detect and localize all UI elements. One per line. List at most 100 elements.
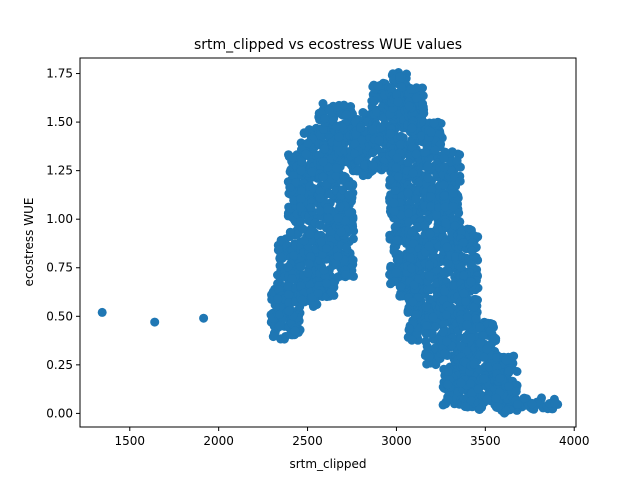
data-point-cluster-8 bbox=[386, 279, 395, 289]
data-point-cluster-12 bbox=[460, 402, 470, 412]
data-point-cluster-11 bbox=[451, 252, 460, 262]
data-point-cluster-14 bbox=[501, 406, 511, 416]
data-point-cluster-10 bbox=[425, 295, 435, 304]
data-point-cluster-9 bbox=[411, 149, 421, 159]
data-point-cluster-11 bbox=[440, 286, 450, 296]
data-point-cluster-2 bbox=[287, 152, 297, 162]
data-point-cluster-11 bbox=[454, 208, 464, 218]
data-point-cluster-3 bbox=[303, 268, 313, 278]
data-point-cluster-5 bbox=[331, 171, 341, 181]
data-point-cluster-2 bbox=[284, 306, 294, 316]
data-point-cluster-5 bbox=[341, 243, 351, 253]
data-point-cluster-1 bbox=[275, 321, 285, 331]
data-point-cluster-12 bbox=[473, 295, 482, 305]
data-point-cluster-9 bbox=[407, 123, 417, 133]
data-point-cluster-13 bbox=[482, 394, 492, 404]
data-point-cluster-4 bbox=[321, 278, 331, 288]
data-point-cluster-11 bbox=[439, 162, 449, 172]
data-point-cluster-12 bbox=[462, 320, 472, 330]
data-point-cluster-2 bbox=[289, 250, 299, 260]
y-tick-label: 1.75 bbox=[46, 67, 73, 81]
data-point-cluster-7 bbox=[368, 160, 378, 170]
data-point-cluster-11 bbox=[443, 367, 453, 376]
data-point-outlier-1 bbox=[150, 317, 160, 327]
data-point-cluster-8 bbox=[386, 84, 396, 93]
data-point-cluster-10 bbox=[420, 220, 430, 230]
data-point-cluster-12 bbox=[456, 378, 466, 388]
data-point-cluster-2 bbox=[290, 326, 300, 336]
x-tick-label: 1500 bbox=[115, 434, 146, 448]
data-point-cluster-10 bbox=[431, 210, 441, 220]
data-point-cluster-5 bbox=[336, 227, 346, 237]
data-point-cluster-12 bbox=[466, 379, 476, 388]
data-point-cluster-3 bbox=[299, 236, 309, 246]
data-point-cluster-4 bbox=[315, 220, 325, 230]
data-point-cluster-11 bbox=[441, 218, 451, 228]
data-point-cluster-3 bbox=[296, 202, 306, 212]
data-point-cluster-12 bbox=[466, 396, 476, 406]
data-point-cluster-5 bbox=[349, 226, 359, 236]
data-point-cluster-11 bbox=[443, 258, 453, 268]
data-point-outlier-0 bbox=[97, 307, 107, 317]
data-point-cluster-10 bbox=[422, 342, 432, 351]
data-point-cluster-10 bbox=[421, 302, 431, 312]
data-point-cluster-14 bbox=[492, 353, 501, 363]
data-point-cluster-8 bbox=[395, 72, 405, 82]
data-point-cluster-9 bbox=[407, 142, 417, 152]
data-point-cluster-5 bbox=[344, 190, 354, 200]
data-point-cluster-2 bbox=[288, 171, 298, 181]
data-point-cluster-3 bbox=[297, 157, 307, 167]
x-tick-label: 2500 bbox=[292, 434, 323, 448]
data-point-cluster-10 bbox=[424, 352, 434, 362]
data-point-cluster-4 bbox=[318, 157, 328, 167]
data-point-cluster-11 bbox=[438, 327, 448, 337]
x-tick-label: 3000 bbox=[381, 434, 412, 448]
data-point-cluster-5 bbox=[341, 110, 351, 119]
data-point-cluster-2 bbox=[284, 290, 294, 299]
data-point-cluster-5 bbox=[341, 270, 351, 279]
data-point-cluster-8 bbox=[393, 97, 403, 107]
data-point-cluster-10 bbox=[425, 285, 435, 295]
data-point-cluster-7 bbox=[369, 96, 379, 106]
data-point-cluster-8 bbox=[396, 139, 406, 149]
y-tick-label: 1.25 bbox=[46, 164, 73, 178]
data-point-cluster-5 bbox=[332, 102, 342, 112]
data-point-cluster-9 bbox=[411, 93, 421, 103]
data-point-cluster-12 bbox=[466, 277, 476, 287]
data-point-cluster-4 bbox=[319, 265, 329, 275]
data-point-cluster-5 bbox=[348, 234, 358, 244]
data-point-cluster-11 bbox=[439, 268, 449, 278]
data-point-cluster-5 bbox=[339, 171, 349, 181]
x-tick-label: 3500 bbox=[470, 434, 501, 448]
data-point-cluster-11 bbox=[443, 395, 453, 405]
data-point-cluster-2 bbox=[289, 195, 299, 205]
data-point-cluster-11 bbox=[439, 153, 449, 163]
data-point-cluster-4 bbox=[326, 287, 336, 297]
data-point-cluster-2 bbox=[283, 262, 293, 272]
data-point-cluster-12 bbox=[469, 302, 479, 312]
data-point-cluster-1 bbox=[273, 294, 283, 304]
data-point-cluster-10 bbox=[426, 127, 436, 137]
data-point-cluster-7 bbox=[374, 135, 384, 145]
data-point-cluster-4 bbox=[315, 206, 325, 216]
data-point-cluster-10 bbox=[423, 161, 433, 171]
data-point-cluster-3 bbox=[308, 183, 318, 193]
data-point-cluster-13 bbox=[488, 319, 498, 329]
data-point-cluster-3 bbox=[296, 281, 306, 291]
data-point-cluster-4 bbox=[316, 237, 326, 247]
data-point-cluster-4 bbox=[323, 205, 333, 215]
data-point-cluster-5 bbox=[333, 251, 343, 261]
data-point-cluster-8 bbox=[392, 153, 402, 163]
data-point-cluster-4 bbox=[323, 213, 333, 223]
data-point-cluster-8 bbox=[397, 82, 406, 92]
data-point-cluster-14 bbox=[495, 373, 505, 383]
data-point-cluster-14 bbox=[493, 402, 503, 412]
data-point-cluster-9 bbox=[405, 253, 415, 263]
data-point-cluster-14 bbox=[504, 366, 514, 376]
data-point-cluster-10 bbox=[425, 229, 435, 239]
data-point-cluster-14 bbox=[511, 386, 521, 396]
x-tick-label: 2000 bbox=[203, 434, 234, 448]
data-point-cluster-11 bbox=[447, 147, 457, 157]
data-point-cluster-11 bbox=[449, 280, 459, 290]
data-point-cluster-5 bbox=[340, 216, 350, 226]
